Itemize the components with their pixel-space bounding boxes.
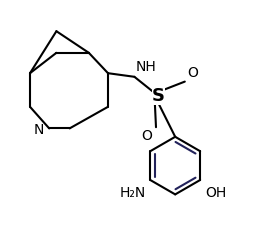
Text: NH: NH [136,60,156,74]
Text: S: S [152,87,165,105]
Text: H₂N: H₂N [119,186,145,200]
Text: OH: OH [205,186,226,200]
Text: O: O [188,66,199,80]
Text: O: O [142,129,152,143]
Text: N: N [34,123,44,137]
